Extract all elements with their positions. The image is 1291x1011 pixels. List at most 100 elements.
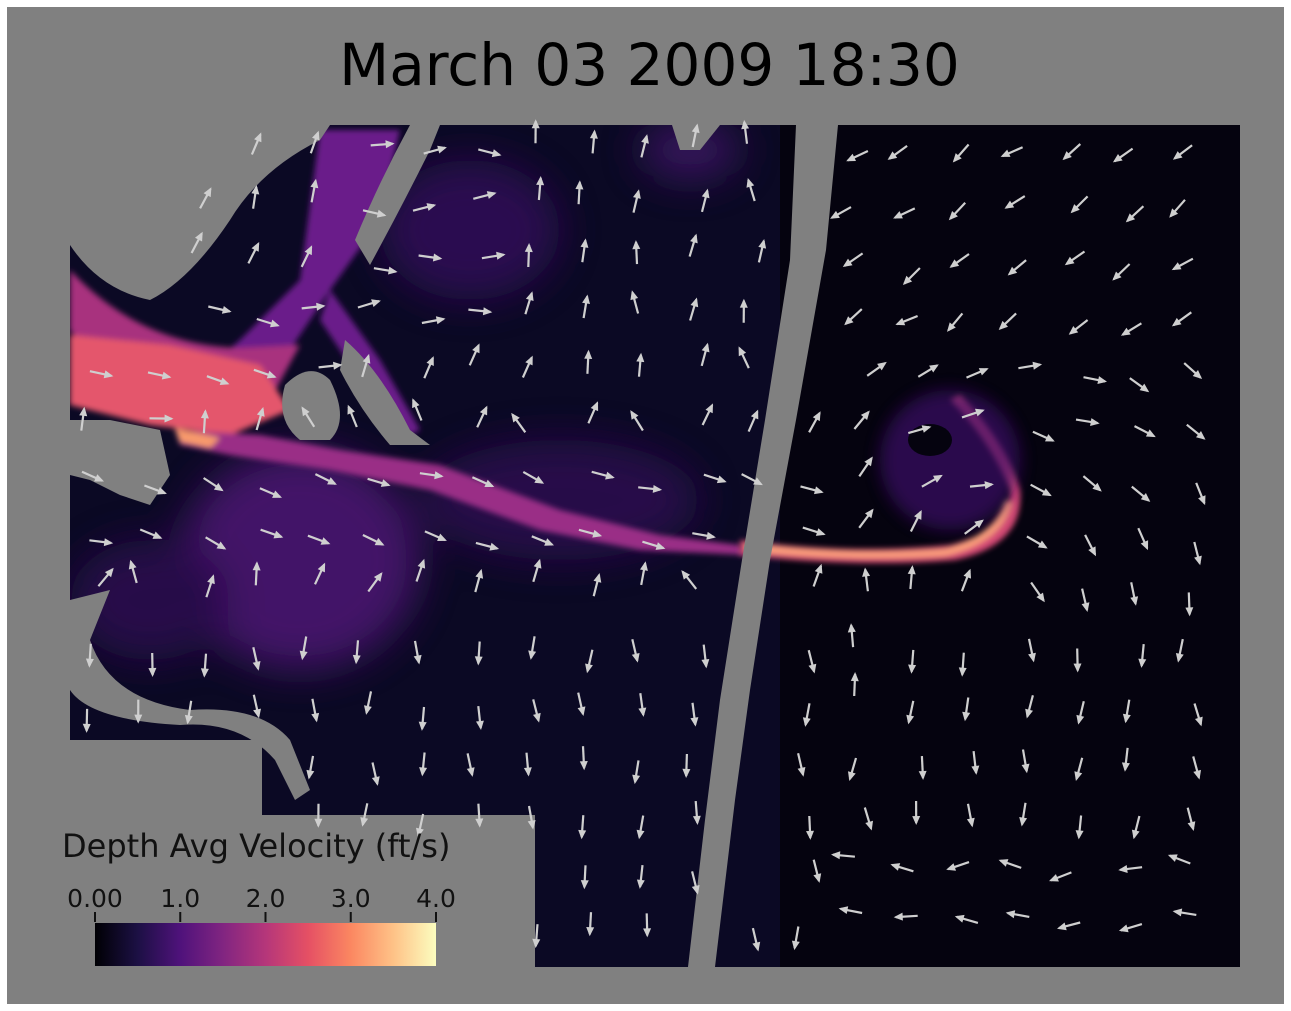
velocity-arrow-head [200, 409, 209, 419]
velocity-arrow-head [954, 914, 965, 923]
velocity-arrow-head [636, 879, 645, 889]
velocity-arrow-head [437, 533, 447, 541]
velocity-arrow-head [815, 528, 826, 536]
velocity-arrow-head [692, 815, 701, 825]
velocity-arrow-head [806, 830, 814, 840]
velocity-arrow-head [1175, 653, 1184, 663]
velocity-arrow-head [299, 650, 308, 661]
velocity-arrow-head [1120, 327, 1131, 336]
velocity-arrow-head [914, 510, 922, 520]
velocity-arrow-head [636, 829, 645, 840]
velocity-arrow-head [376, 209, 387, 218]
map-title: March 03 2009 18:30 [339, 31, 960, 99]
velocity-arrow-head [605, 471, 615, 480]
velocity-arrow-head [865, 820, 873, 831]
velocity-arrow-head [544, 538, 554, 546]
velocity-arrow-head [580, 238, 589, 248]
velocity-arrow-head [314, 818, 323, 828]
velocity-arrow-head [489, 542, 500, 551]
velocity-arrow-head [426, 203, 437, 211]
velocity-arrow-head [1167, 854, 1178, 862]
velocity-arrow-head [1145, 429, 1156, 438]
velocity-arrow-head [682, 768, 691, 778]
velocity-arrow-head [128, 559, 137, 570]
velocity-arrow-head [630, 410, 639, 420]
velocity-arrow-head [690, 717, 699, 727]
velocity-arrow-head [327, 477, 337, 485]
velocity-arrow-head [738, 346, 747, 357]
velocity-arrow-head [94, 474, 104, 482]
velocity-arrow-head [1028, 652, 1036, 663]
velocity-arrow-head [103, 538, 114, 547]
velocity-arrow-head [1185, 607, 1194, 617]
velocity-arrow-head [844, 316, 854, 326]
velocity-arrow-head [630, 290, 639, 301]
velocity-arrow-head [1112, 271, 1122, 281]
velocity-arrow-head [475, 818, 484, 828]
velocity-arrow-head [103, 370, 114, 379]
velocity-arrow-head [104, 567, 114, 578]
velocity-arrow-head [1041, 488, 1052, 497]
velocity-arrow-head [491, 149, 502, 158]
velocity-arrow-head [527, 820, 536, 830]
velocity-arrow-head [360, 817, 369, 827]
velocity-arrow-head [632, 240, 641, 250]
velocity-arrow-head [352, 654, 361, 665]
velocity-arrow-head [475, 568, 484, 579]
velocity-arrow-head [474, 656, 483, 666]
velocity-arrow-head [933, 474, 943, 483]
velocity-arrow-head [579, 761, 588, 771]
velocity-arrow-head [533, 712, 541, 723]
velocity-arrow-head [638, 707, 647, 717]
velocity-arrow-head [753, 477, 763, 486]
velocity-arrow-head [1068, 326, 1079, 335]
velocity-arrow-head [1196, 431, 1206, 440]
velocity-arrow-head [1075, 830, 1084, 840]
velocity-arrow-head [860, 410, 870, 420]
velocity-arrow-head [304, 245, 313, 256]
velocity-arrow-head [848, 771, 856, 781]
velocity-arrow-head [1070, 204, 1080, 214]
velocity-arrow-head [1195, 716, 1203, 727]
velocity-arrow-head [864, 456, 873, 467]
velocity-arrow-head [306, 769, 315, 780]
velocity-arrow-head [592, 529, 603, 538]
velocity-arrow-head [1140, 540, 1149, 551]
velocity-arrow-head [701, 659, 710, 669]
velocity-arrow-head [272, 490, 282, 498]
velocity-arrow-head [254, 132, 262, 143]
velocity-arrow-head [949, 259, 960, 268]
velocity-arrow-head [1169, 208, 1179, 218]
velocity-arrow-head [371, 299, 381, 307]
colorbar-tick-label: 4.0 [416, 884, 456, 913]
velocity-arrow-head [1112, 154, 1123, 163]
velocity-arrow-head [374, 537, 385, 546]
velocity-arrow-head [802, 717, 811, 727]
velocity-arrow-head [484, 479, 495, 487]
velocity-arrow-head [918, 770, 927, 780]
velocity-arrow-head [1092, 482, 1102, 492]
velocity-arrow-head [971, 765, 980, 775]
velocity-arrow-head [1004, 200, 1015, 209]
velocity-arrow-head [1130, 596, 1139, 606]
velocity-arrow-head [371, 776, 380, 786]
velocity-arrow-head [946, 863, 956, 871]
velocity-arrow-head [887, 151, 898, 160]
velocity-arrow-head [998, 859, 1009, 867]
velocity-arrow-head [890, 863, 901, 871]
velocity-arrow-head [831, 851, 841, 860]
velocity-arrow-head [1172, 908, 1183, 917]
velocity-arrow-head [270, 319, 280, 328]
velocity-arrow-head [416, 827, 424, 838]
velocity-arrow-head [1081, 602, 1090, 612]
velocity-arrow-head [134, 714, 143, 724]
velocity-arrow-head [1049, 874, 1059, 882]
velocity-arrow-head [814, 563, 823, 574]
land-masks [70, 125, 838, 967]
velocity-arrow-head [213, 482, 224, 492]
velocity-arrow-head [528, 650, 537, 660]
velocity-arrow-head [962, 711, 971, 722]
velocity-arrow-head [1193, 769, 1201, 780]
velocity-arrow-head [643, 928, 652, 938]
velocity-arrow-head [631, 653, 640, 663]
